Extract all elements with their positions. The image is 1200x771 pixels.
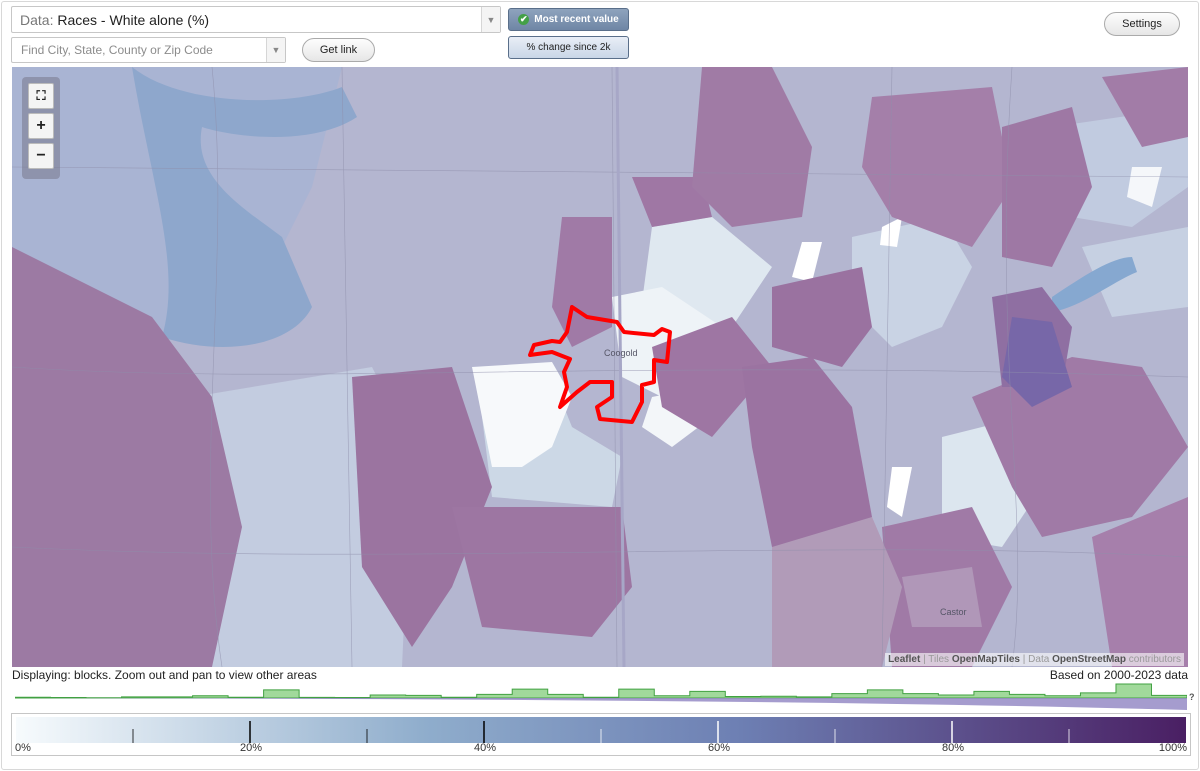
- settings-button[interactable]: Settings: [1104, 12, 1180, 36]
- chevron-down-icon[interactable]: ▼: [481, 7, 500, 32]
- town-label: Castor: [940, 607, 967, 617]
- openstreetmap-link[interactable]: OpenStreetMap: [1052, 654, 1126, 665]
- zoom-in-button[interactable]: +: [28, 113, 54, 139]
- legend-tick-label: 0%: [15, 742, 31, 754]
- histogram: [15, 683, 1187, 710]
- zoom-out-button[interactable]: −: [28, 143, 54, 169]
- zoom-fit-icon[interactable]: ⛶: [28, 83, 54, 109]
- histogram-baseline: [15, 698, 1187, 710]
- most-recent-value-label: Most recent value: [534, 14, 619, 25]
- choropleth-map[interactable]: ⛶ + − Coogold Castor Leaflet | Tiles Ope…: [12, 67, 1188, 667]
- legend-tick-label: 100%: [1158, 742, 1187, 754]
- map-attribution: Leaflet | Tiles OpenMapTiles | Data Open…: [885, 653, 1184, 666]
- data-prefix: Data: [1028, 654, 1050, 665]
- city-label: Coogold: [604, 348, 638, 358]
- search-placeholder: Find City, State, County or Zip Code: [21, 43, 213, 57]
- most-recent-value-toggle[interactable]: ✔ Most recent value: [508, 8, 629, 31]
- openmaptiles-link[interactable]: OpenMapTiles: [951, 654, 1020, 665]
- zoom-control: ⛶ + −: [22, 77, 60, 179]
- legend-tick-label: 40%: [474, 742, 497, 754]
- histogram-bars: [15, 683, 1187, 699]
- tiles-prefix: Tiles: [928, 654, 950, 665]
- percent-change-toggle[interactable]: % change since 2k: [508, 36, 629, 59]
- map-canvas[interactable]: [12, 67, 1188, 667]
- data-select[interactable]: Data: Races - White alone (%) ▼: [11, 6, 501, 33]
- color-legend[interactable]: [16, 717, 1186, 743]
- legend-tick-label: 80%: [942, 742, 965, 754]
- search-input[interactable]: Find City, State, County or Zip Code ▼: [11, 37, 286, 63]
- contributors-text: contributors: [1128, 654, 1181, 665]
- data-basis: Based on 2000-2023 data: [1049, 668, 1188, 682]
- legend-tick-label: 20%: [240, 742, 263, 754]
- data-select-value: Races - White alone (%): [57, 12, 210, 28]
- legend-box: 0% 20% 40% 60% 80% 100%: [11, 713, 1191, 756]
- chevron-down-icon[interactable]: ▼: [266, 38, 285, 62]
- legend-tick-label: 60%: [708, 742, 731, 754]
- histogram-help-icon[interactable]: ?: [1189, 692, 1195, 702]
- checkmark-icon: ✔: [518, 14, 530, 25]
- display-status: Displaying: blocks. Zoom out and pan to …: [12, 668, 317, 682]
- get-link-button[interactable]: Get link: [302, 38, 375, 62]
- data-select-prefix: Data:: [20, 12, 54, 28]
- leaflet-link[interactable]: Leaflet: [888, 654, 921, 665]
